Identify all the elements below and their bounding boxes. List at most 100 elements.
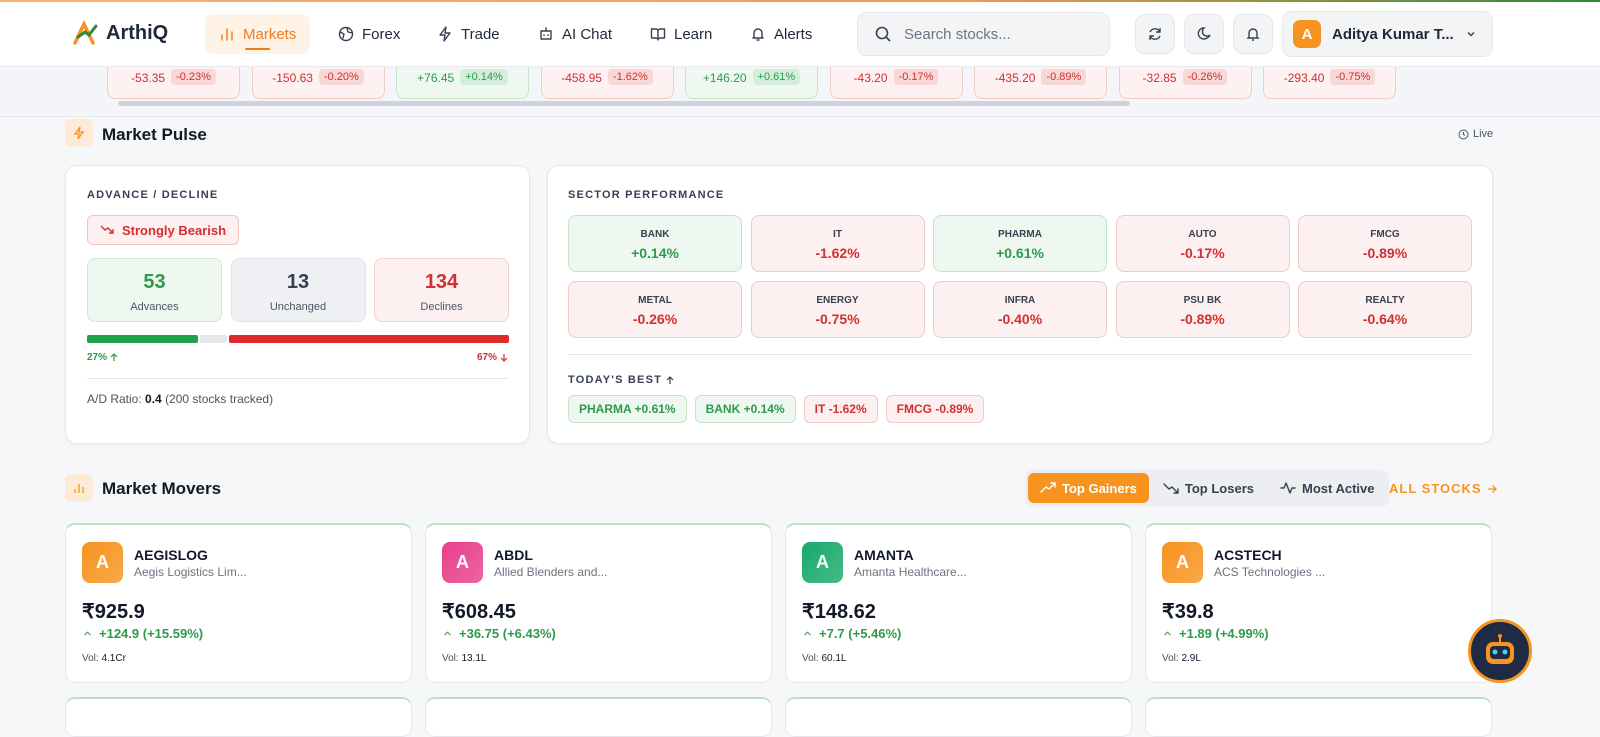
stock-volume: Vol: 60.1L [802, 653, 847, 664]
stat-value: 53 [143, 271, 166, 293]
icon [1163, 483, 1179, 494]
user-name: Aditya Kumar T... [1332, 25, 1454, 43]
pulse-icon [65, 119, 93, 147]
theme-button[interactable] [1184, 14, 1224, 54]
vol-label: Vol: [82, 653, 99, 664]
icon [338, 26, 354, 42]
sentiment: Strongly Bearish [122, 222, 227, 238]
stat-box: 134 Declines [374, 258, 509, 322]
sector-change: -0.75% [815, 310, 860, 327]
ticker-change: -458.95 [561, 71, 602, 85]
ticker-card: -150.63 -0.20% [251, 67, 385, 99]
ticker-change: -435.20 [994, 71, 1036, 85]
sector-tile: INFRA -0.40% [933, 280, 1107, 338]
sector-change: -0.17% [1180, 245, 1225, 261]
nav-label: Learn [674, 25, 713, 43]
stat-label: Unchanged [269, 301, 327, 313]
ad-bar [87, 335, 509, 343]
tab[interactable]: Most Active [1268, 473, 1386, 503]
divider [568, 354, 1472, 355]
ticker-change: -32.85 [1142, 71, 1177, 85]
icon [221, 28, 233, 41]
stock-symbol: AMANTA [854, 547, 914, 563]
tab-label: Top Losers [1184, 480, 1254, 496]
tab[interactable]: Top Gainers [1028, 473, 1149, 503]
panel-heading: ADVANCE / DECLINE [87, 189, 219, 201]
chatbot-button[interactable] [1468, 619, 1532, 683]
nav-label: Forex [362, 25, 401, 43]
best-chip: FMCG -0.89% [885, 395, 985, 423]
advance-pct-text: 27% [87, 352, 108, 363]
advance-decline-panel: ADVANCE / DECLINE Strongly Bearish 27% 6… [65, 165, 530, 444]
sector-tile: PSU BK -0.89% [1115, 280, 1290, 338]
stock-symbol: ABDL [494, 547, 533, 563]
all-stocks-link[interactable]: ALL STOCKS [1389, 481, 1497, 496]
nav-label: AI Chat [562, 25, 613, 43]
stock-price: ₹608.45 [442, 601, 516, 623]
tab[interactable]: Top Losers [1151, 473, 1266, 503]
ticker-change: -43.20 [853, 71, 888, 85]
stat-box: 53 Advances [87, 258, 222, 322]
stock-change-text: +124.9 (+15.59%) [99, 626, 204, 641]
ticker-pct: -0.20% [318, 69, 364, 85]
best-chip: PHARMA +0.61% [568, 395, 687, 423]
stock-name: Allied Blenders and... [494, 565, 608, 579]
stock-change: +36.75 (+6.43%) [442, 626, 556, 641]
mover-card-next [425, 697, 772, 737]
mover-card[interactable]: A ACSTECH ACS Technologies ... ₹39.8 +1.89 (… [1145, 523, 1492, 683]
nav-item[interactable]: AI Chat [524, 14, 626, 54]
ticker-strip: -53.35 -0.23% -150.63 -0.20% +76.45 +0.14% -45… [0, 67, 1600, 117]
stat-label: Declines [420, 301, 463, 313]
logo[interactable]: ArthiQ [72, 20, 168, 46]
all-stocks-text: ALL STOCKS [1389, 481, 1482, 496]
sector-name: INFRA [1004, 294, 1036, 306]
scrollbar [118, 101, 1130, 106]
mover-card[interactable]: A AEGISLOG Aegis Logistics Lim... ₹925.9 +12… [65, 523, 412, 683]
alerts-button[interactable] [1233, 14, 1273, 54]
nav-item[interactable]: Markets [205, 14, 311, 54]
nav-item[interactable]: Alerts [736, 14, 826, 54]
tracked: (200 stocks tracked) [165, 392, 274, 406]
icon [1040, 482, 1056, 493]
user-menu[interactable]: A Aditya Kumar T... [1282, 11, 1493, 57]
best-chips: PHARMA +0.61% BANK +0.14% IT -1.62% FMCG -0… [568, 395, 992, 423]
sector-name: IT [833, 229, 842, 240]
search-placeholder: Search stocks... [904, 25, 1011, 43]
stock-price: ₹925.9 [82, 601, 145, 623]
ticker-card: +76.45 +0.14% [396, 67, 529, 99]
ad-bar-segment [199, 335, 227, 343]
search-icon [875, 26, 891, 42]
best-heading: TODAY'S BEST [568, 374, 674, 386]
stat-label: Advances [130, 301, 179, 313]
search-box[interactable]: Search stocks... [857, 12, 1110, 56]
ticker-card: -43.20 -0.17% [829, 67, 963, 99]
sector-panel: SECTOR PERFORMANCE TODAY'S BEST PHARMA +… [547, 165, 1493, 444]
mover-card-next [1145, 697, 1492, 737]
decline-pct-text: 67% [476, 352, 497, 363]
stock-symbol: AEGISLOG [134, 547, 208, 563]
mover-tabs: Top Gainers Top Losers Most Active [1025, 470, 1390, 507]
best-chip: BANK +0.14% [694, 395, 796, 423]
nav-item[interactable]: Trade [423, 14, 514, 54]
sector-name: PHARMA [998, 229, 1042, 240]
icon [1280, 482, 1296, 494]
ticker-card: +146.20 +0.61% [685, 67, 818, 99]
sector-tile: METAL -0.26% [568, 280, 742, 338]
mover-card[interactable]: A ABDL Allied Blenders and... ₹608.45 +36.75… [425, 523, 772, 683]
sector-tile: PHARMA +0.61% [933, 215, 1107, 272]
vol-value: 60.1L [821, 653, 847, 664]
nav-item[interactable]: Learn [636, 14, 726, 54]
nav-item[interactable]: Forex [324, 14, 414, 54]
divider [87, 378, 509, 379]
mover-card[interactable]: A AMANTA Amanta Healthcare... ₹148.62 +7.7 (… [785, 523, 1132, 683]
user-avatar: A [1293, 20, 1321, 48]
ticker-change: -150.63 [272, 71, 313, 85]
stock-change: +7.7 (+5.46%) [802, 626, 901, 641]
ratio-label: A/D Ratio: [87, 392, 142, 406]
decline-pct: 67% [477, 352, 508, 363]
refresh-button[interactable] [1135, 14, 1175, 54]
ticker-change: +76.45 [417, 71, 455, 85]
stock-price: ₹39.8 [1162, 601, 1214, 623]
sector-tile: AUTO -0.17% [1115, 215, 1290, 272]
vol-value: 13.1L [461, 653, 487, 664]
